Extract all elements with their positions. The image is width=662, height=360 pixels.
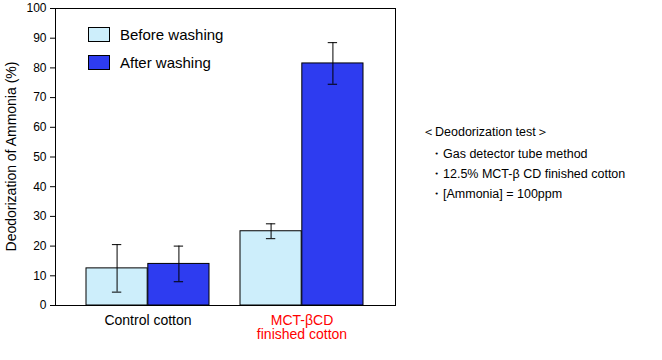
svg-text:0: 0 <box>40 298 47 312</box>
svg-text:20: 20 <box>33 239 47 253</box>
html-text:・Gas detector tube method: ・Gas detector tube method <box>430 147 588 161</box>
svg-text:100: 100 <box>26 1 46 15</box>
svg-text:90: 90 <box>33 31 47 45</box>
svg-text:Control cotton: Control cotton <box>104 312 191 328</box>
html-text:・12.5% MCT-β CD finished cotto: ・12.5% MCT-β CD finished cotton <box>430 167 626 181</box>
svg-text:80: 80 <box>33 61 47 75</box>
html-text:・[Ammonia] = 100ppm: ・[Ammonia] = 100ppm <box>430 187 563 201</box>
svg-text:MCT-βCDfinished cotton: MCT-βCDfinished cotton <box>257 312 347 342</box>
html-text:Before washing: Before washing <box>120 25 224 43</box>
html-text:＜Deodorization test＞: ＜Deodorization test＞ <box>422 125 549 139</box>
svg-text:70: 70 <box>33 90 47 104</box>
html-text:After washing: After washing <box>120 53 211 71</box>
svg-text:10: 10 <box>33 269 47 283</box>
svg-text:50: 50 <box>33 150 47 164</box>
svg-text:60: 60 <box>33 120 47 134</box>
svg-text:30: 30 <box>33 209 47 223</box>
svg-text:40: 40 <box>33 180 47 194</box>
svg-text:Deodorization of Ammonia (%): Deodorization of Ammonia (%) <box>3 62 19 252</box>
